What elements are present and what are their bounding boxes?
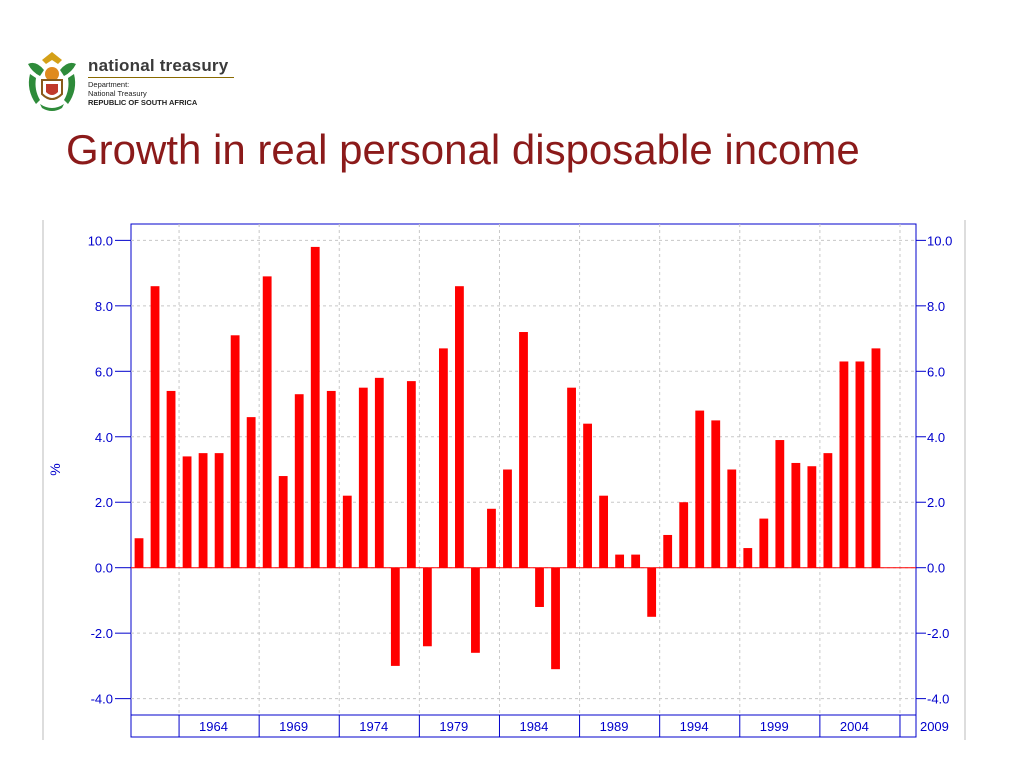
bar — [166, 390, 176, 568]
org-country: REPUBLIC OF SOUTH AFRICA — [88, 98, 198, 107]
bar — [358, 387, 368, 568]
y-tick-label-left: 4.0 — [95, 430, 113, 445]
y-tick-label-right: -2.0 — [927, 626, 949, 641]
bar — [807, 466, 817, 568]
y-tick-label-right: -4.0 — [927, 692, 949, 707]
org-department-name: National Treasury — [88, 89, 147, 98]
x-axis-strip — [130, 714, 917, 738]
y-tick-label-right: 8.0 — [927, 299, 945, 314]
bar — [374, 377, 384, 568]
y-tick-label-left: 0.0 — [95, 561, 113, 576]
y-tick-label-left: 8.0 — [95, 299, 113, 314]
x-tick-label: 1979 — [439, 719, 468, 734]
bar — [535, 567, 544, 607]
bar — [150, 286, 160, 568]
bar — [471, 567, 480, 653]
bar — [487, 508, 496, 568]
bar — [871, 348, 881, 568]
bar — [775, 440, 785, 568]
income-growth-chart: 10.0 10.0 8.0 8.0 6.0 6.0 4.0 4.0 2.0 2.0 0.0 0.0 -2… — [0, 210, 1024, 755]
bar — [551, 567, 560, 670]
y-tick-label-left: -4.0 — [91, 692, 113, 707]
bar — [679, 502, 689, 568]
y-tick-label-right: 6.0 — [927, 364, 945, 379]
bar — [310, 246, 320, 568]
bar — [262, 276, 272, 568]
org-name: national treasury — [88, 56, 229, 75]
bar — [663, 534, 673, 568]
bar — [503, 469, 512, 568]
x-tick-label: 2009 — [920, 719, 949, 734]
bar — [230, 335, 240, 568]
bar — [743, 548, 753, 568]
chart-canvas: 10.0 10.0 8.0 8.0 6.0 6.0 4.0 4.0 2.0 2.0 0.0 0.0 -2… — [42, 220, 966, 740]
bar — [390, 567, 400, 666]
bar — [182, 456, 192, 568]
y-tick-label-left: 6.0 — [95, 364, 113, 379]
bar — [839, 361, 849, 568]
bar — [711, 420, 721, 568]
bar — [519, 332, 528, 568]
x-tick-label: 1964 — [199, 719, 228, 734]
bar — [406, 381, 416, 568]
y-tick-label-right: 10.0 — [927, 233, 952, 248]
x-tick-label: 1974 — [359, 719, 388, 734]
bar — [438, 348, 448, 568]
bar — [326, 390, 336, 568]
bar — [599, 495, 609, 568]
y-tick-label-left: 2.0 — [95, 495, 113, 510]
bar — [342, 495, 352, 568]
org-divider — [88, 77, 234, 78]
bar — [759, 518, 769, 568]
y-tick-label-left: 10.0 — [88, 233, 113, 248]
y-tick-label-right: 4.0 — [927, 430, 945, 445]
x-tick-label: 1994 — [680, 719, 709, 734]
y-tick-label-right: 0.0 — [927, 561, 945, 576]
bar — [631, 554, 641, 568]
slide-title: Growth in real personal disposable incom… — [66, 126, 860, 173]
bar — [615, 554, 625, 568]
bar — [294, 394, 304, 568]
bar — [583, 423, 592, 568]
x-tick-label: 1989 — [600, 719, 629, 734]
y-tick-label-right: 2.0 — [927, 495, 945, 510]
bar — [278, 476, 288, 568]
bar — [823, 453, 833, 568]
bar — [647, 567, 657, 617]
x-tick-label: 2004 — [840, 719, 869, 734]
x-tick-label: 1999 — [760, 719, 789, 734]
bar — [134, 538, 144, 568]
bar — [455, 286, 464, 568]
national-treasury-logo: national treasury Department: National T… — [22, 50, 252, 114]
coat-of-arms-icon — [28, 52, 76, 111]
bar — [791, 462, 801, 568]
x-tick-label: 1984 — [519, 719, 548, 734]
bar — [855, 361, 865, 568]
bar — [727, 469, 737, 568]
y-tick-label-left: -2.0 — [91, 626, 113, 641]
bar — [246, 417, 256, 568]
org-department-label: Department: — [88, 80, 130, 89]
y-axis-label: % — [47, 463, 63, 475]
bar — [567, 387, 576, 568]
x-tick-label: 1969 — [279, 719, 308, 734]
bar — [695, 410, 705, 568]
bar — [198, 453, 208, 568]
bar — [214, 453, 224, 568]
bar — [422, 567, 432, 647]
